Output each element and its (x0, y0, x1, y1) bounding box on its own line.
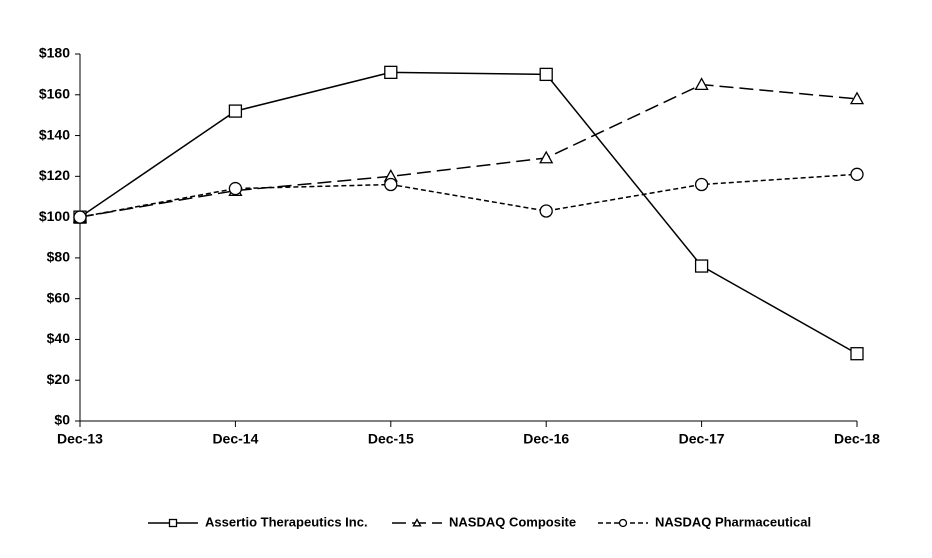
marker (694, 259, 709, 273)
series-line (79, 83, 858, 218)
y-tick-label: $0 (54, 412, 70, 428)
marker (384, 177, 398, 192)
legend-label: NASDAQ Pharmaceutical (655, 514, 811, 529)
y-tick-label: $60 (47, 289, 71, 305)
legend-marker (412, 518, 422, 527)
x-tick-label: Dec-17 (679, 431, 725, 447)
legend-label: Assertio Therapeutics Inc. (205, 514, 368, 529)
y-tick-label: $160 (39, 85, 70, 101)
marker (73, 210, 87, 224)
legend-marker (168, 518, 178, 528)
legend-label: NASDAQ Composite (449, 514, 576, 529)
marker (694, 77, 709, 91)
marker (850, 347, 864, 361)
y-tick-label: $120 (39, 167, 70, 183)
legend-marker (618, 518, 628, 528)
marker (539, 204, 553, 218)
x-tick-label: Dec-13 (57, 431, 103, 447)
marker (384, 65, 398, 79)
series-line (79, 173, 858, 218)
marker (539, 67, 553, 82)
series-line (79, 71, 858, 355)
y-tick-label: $140 (39, 126, 70, 142)
y-tick-label: $40 (47, 330, 71, 346)
marker (539, 150, 554, 164)
y-tick-label: $100 (39, 208, 70, 224)
x-tick-label: Dec-15 (368, 431, 414, 447)
marker (849, 91, 865, 105)
x-tick-label: Dec-16 (523, 431, 569, 447)
marker (850, 167, 864, 181)
y-tick-label: $20 (47, 371, 71, 387)
x-tick-label: Dec-18 (834, 431, 880, 447)
x-tick-label: Dec-14 (212, 431, 258, 447)
marker (228, 104, 243, 118)
y-tick-label: $80 (47, 249, 71, 265)
marker (228, 181, 243, 196)
y-tick-label: $180 (39, 45, 70, 61)
marker (694, 177, 709, 192)
